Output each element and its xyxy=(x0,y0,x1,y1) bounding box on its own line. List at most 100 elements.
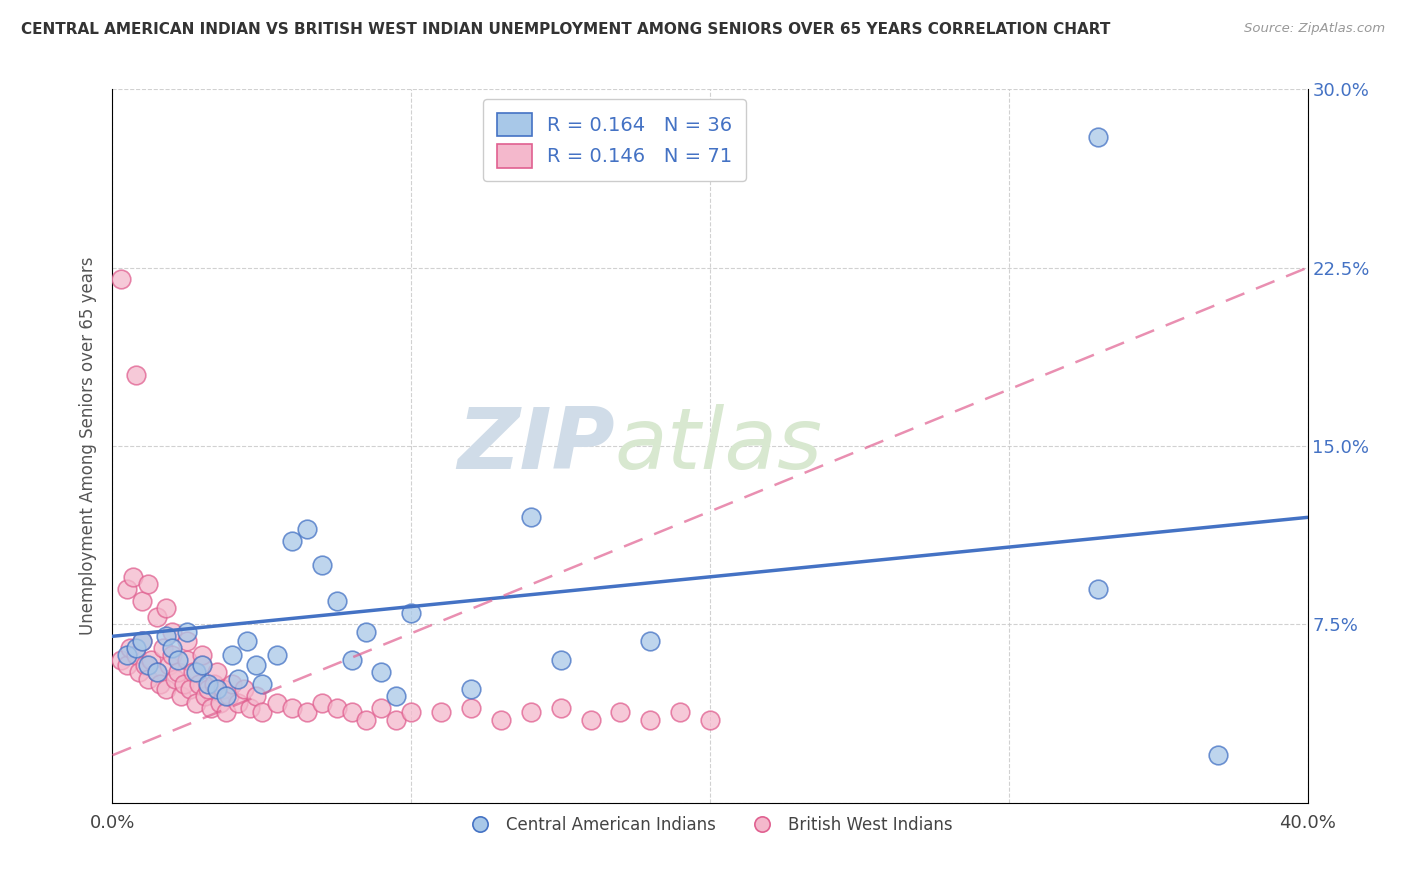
Point xyxy=(340,706,363,720)
Point xyxy=(340,653,363,667)
Point xyxy=(110,653,132,667)
Point xyxy=(191,657,214,672)
Point xyxy=(155,600,177,615)
Point xyxy=(356,624,378,639)
Point xyxy=(202,677,225,691)
Point xyxy=(131,634,153,648)
Point xyxy=(221,677,243,691)
Point xyxy=(669,706,692,720)
Point xyxy=(117,648,139,663)
Point xyxy=(370,665,392,679)
Point xyxy=(128,665,150,679)
Point xyxy=(186,665,208,679)
Point xyxy=(205,665,228,679)
Point xyxy=(120,641,142,656)
Point xyxy=(146,610,169,624)
Point xyxy=(226,672,249,686)
Point xyxy=(489,713,512,727)
Point xyxy=(167,665,190,679)
Point xyxy=(131,634,153,648)
Point xyxy=(176,634,198,648)
Point xyxy=(117,582,139,596)
Point xyxy=(311,696,333,710)
Point xyxy=(250,677,273,691)
Point xyxy=(245,657,267,672)
Point xyxy=(173,677,195,691)
Point xyxy=(325,593,347,607)
Point xyxy=(385,713,408,727)
Point xyxy=(1087,129,1109,144)
Point xyxy=(266,648,288,663)
Point xyxy=(152,641,174,656)
Text: ZIP: ZIP xyxy=(457,404,614,488)
Point xyxy=(138,577,160,591)
Point xyxy=(295,706,318,720)
Point xyxy=(188,677,211,691)
Point xyxy=(281,700,304,714)
Point xyxy=(176,624,198,639)
Point xyxy=(162,648,183,663)
Point xyxy=(197,677,219,691)
Point xyxy=(170,689,193,703)
Point xyxy=(117,657,139,672)
Legend: Central American Indians, British West Indians: Central American Indians, British West I… xyxy=(461,810,959,841)
Point xyxy=(239,700,262,714)
Point xyxy=(226,696,249,710)
Point xyxy=(131,593,153,607)
Point xyxy=(640,634,662,648)
Point xyxy=(212,681,235,696)
Point xyxy=(162,641,183,656)
Y-axis label: Unemployment Among Seniors over 65 years: Unemployment Among Seniors over 65 years xyxy=(79,257,97,635)
Point xyxy=(176,653,198,667)
Point xyxy=(520,510,543,524)
Point xyxy=(609,706,631,720)
Point xyxy=(165,672,187,686)
Point xyxy=(281,534,304,549)
Point xyxy=(122,570,145,584)
Point xyxy=(460,700,482,714)
Point xyxy=(125,648,148,663)
Point xyxy=(197,681,219,696)
Point xyxy=(221,648,243,663)
Point xyxy=(155,681,177,696)
Text: Source: ZipAtlas.com: Source: ZipAtlas.com xyxy=(1244,22,1385,36)
Point xyxy=(209,696,232,710)
Point xyxy=(233,681,256,696)
Point xyxy=(138,657,160,672)
Point xyxy=(236,634,259,648)
Point xyxy=(181,665,204,679)
Point xyxy=(146,665,169,679)
Point xyxy=(215,706,238,720)
Point xyxy=(141,653,163,667)
Point xyxy=(460,681,482,696)
Point xyxy=(215,689,238,703)
Point xyxy=(266,696,288,710)
Point xyxy=(218,689,240,703)
Point xyxy=(401,606,423,620)
Point xyxy=(157,657,180,672)
Point xyxy=(356,713,378,727)
Point xyxy=(245,689,267,703)
Point xyxy=(430,706,453,720)
Point xyxy=(311,558,333,572)
Point xyxy=(162,624,183,639)
Point xyxy=(191,657,214,672)
Point xyxy=(550,653,572,667)
Point xyxy=(110,272,132,286)
Point xyxy=(325,700,347,714)
Point xyxy=(191,648,214,663)
Point xyxy=(194,689,217,703)
Point xyxy=(550,700,572,714)
Point xyxy=(155,629,177,643)
Point xyxy=(125,641,148,656)
Point xyxy=(134,657,156,672)
Point xyxy=(640,713,662,727)
Point xyxy=(200,700,222,714)
Point xyxy=(295,522,318,536)
Point xyxy=(401,706,423,720)
Text: CENTRAL AMERICAN INDIAN VS BRITISH WEST INDIAN UNEMPLOYMENT AMONG SENIORS OVER 6: CENTRAL AMERICAN INDIAN VS BRITISH WEST … xyxy=(21,22,1111,37)
Point xyxy=(250,706,273,720)
Point xyxy=(149,677,172,691)
Point xyxy=(699,713,721,727)
Point xyxy=(385,689,408,703)
